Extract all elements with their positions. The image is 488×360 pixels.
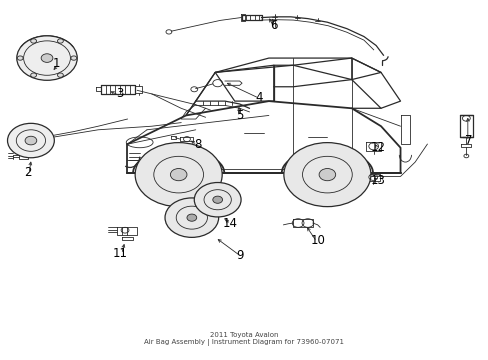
Circle shape [135,143,222,207]
Circle shape [25,136,37,145]
Text: 13: 13 [370,174,385,186]
Circle shape [71,56,77,60]
Circle shape [58,39,63,43]
Circle shape [319,168,335,181]
Circle shape [212,196,222,203]
Text: 11: 11 [112,247,127,260]
Text: 5: 5 [235,109,243,122]
Text: 10: 10 [309,234,325,247]
Text: 9: 9 [235,249,243,262]
Circle shape [170,168,186,181]
Text: 7: 7 [464,134,471,147]
Text: 14: 14 [222,216,237,230]
Circle shape [284,143,370,207]
Circle shape [7,123,54,158]
Text: 2011 Toyota Avalon
Air Bag Assembly | Instrument Diagram for 73960-07071: 2011 Toyota Avalon Air Bag Assembly | In… [144,332,344,346]
Text: 2: 2 [24,166,31,179]
Text: 4: 4 [255,91,263,104]
Text: 1: 1 [53,57,61,70]
Circle shape [31,73,37,77]
Circle shape [17,36,77,80]
Circle shape [164,198,218,237]
Text: 3: 3 [116,87,123,100]
Circle shape [194,183,241,217]
Text: 6: 6 [269,19,277,32]
Text: 12: 12 [370,141,386,154]
Circle shape [186,214,196,221]
Circle shape [17,56,23,60]
Circle shape [31,39,37,43]
Circle shape [41,54,53,62]
Circle shape [58,73,63,77]
Text: 8: 8 [194,138,202,150]
